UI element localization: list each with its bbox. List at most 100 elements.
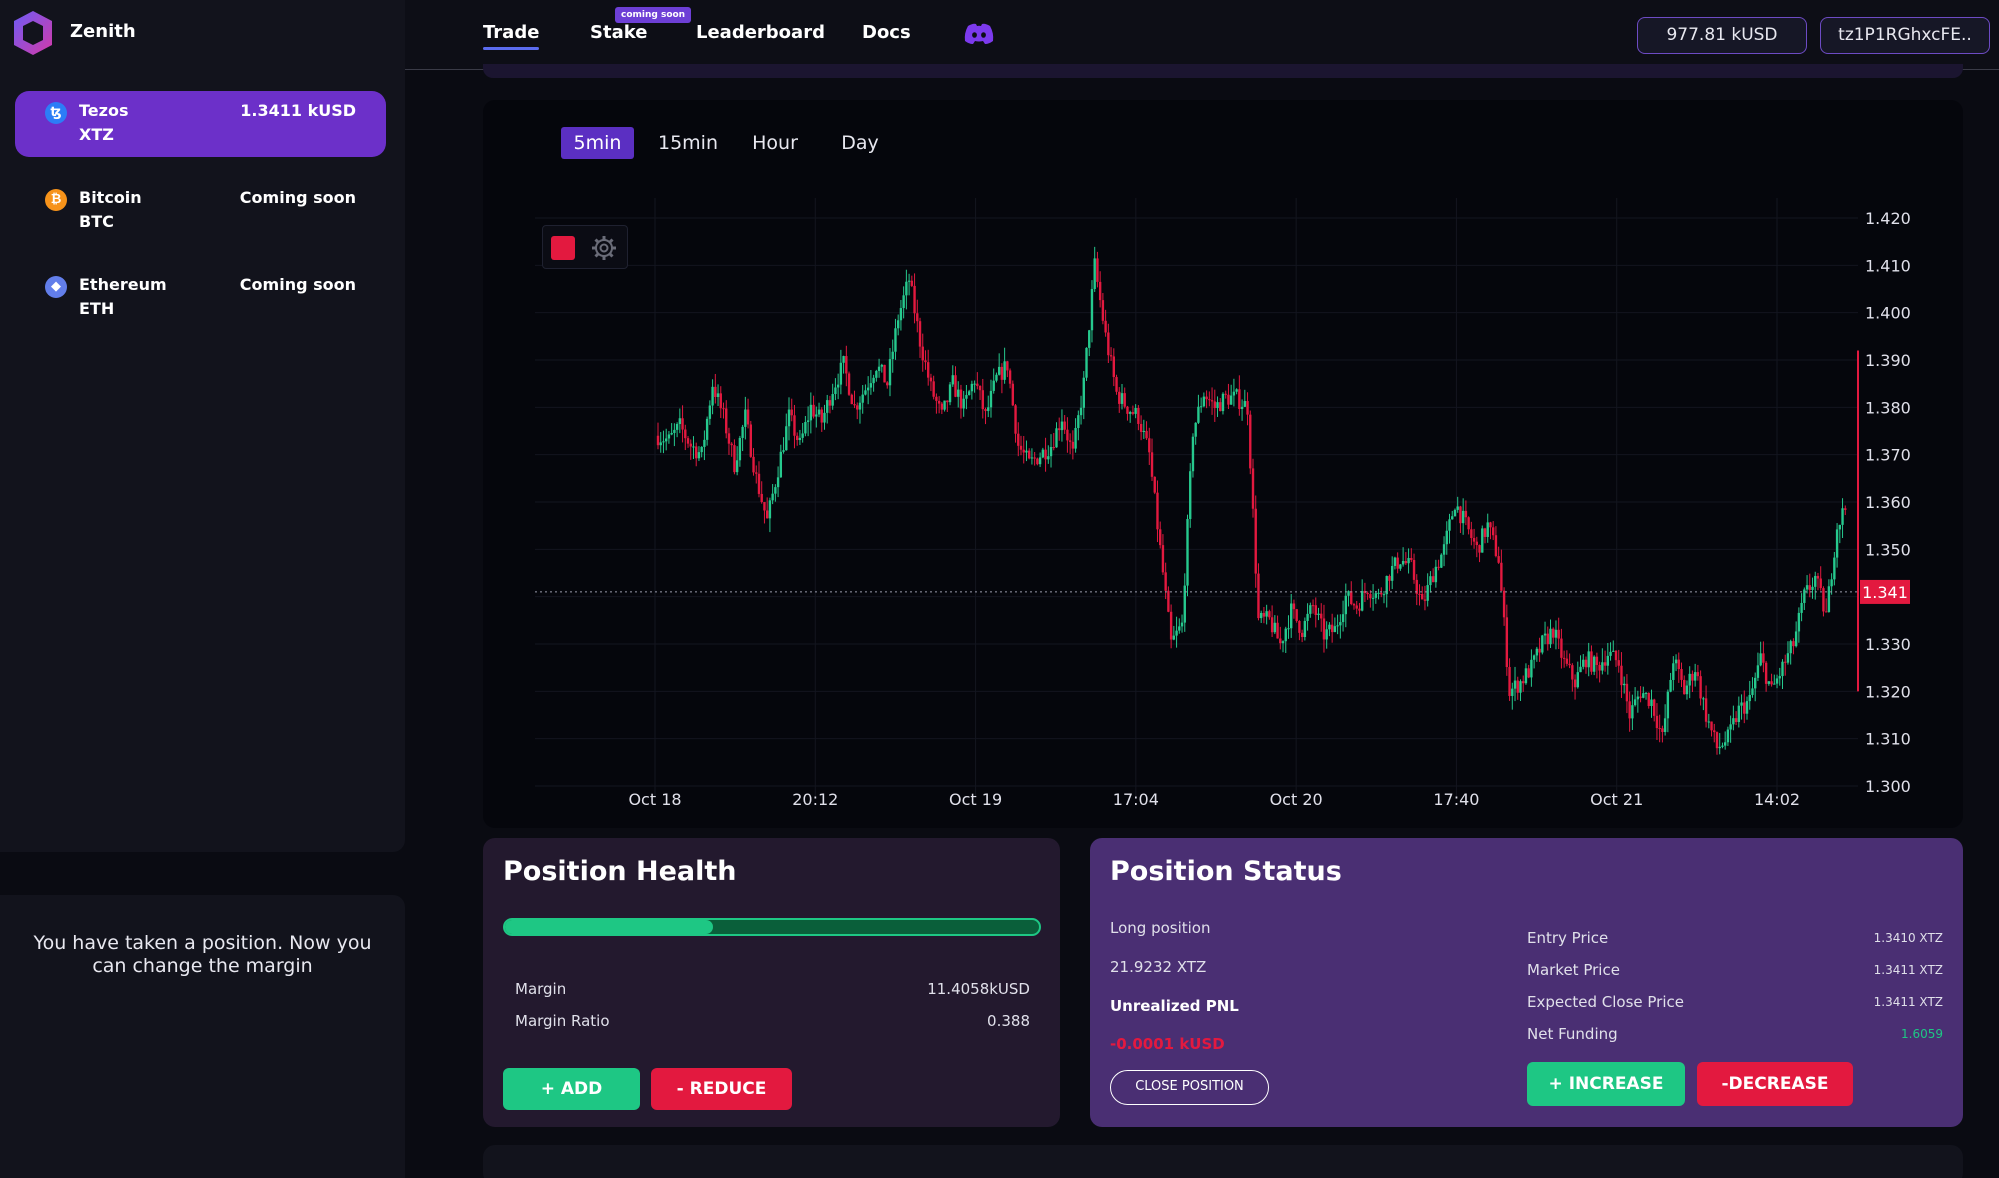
candle-body (1565, 658, 1569, 664)
candle-body (1614, 650, 1618, 661)
candle-body (1789, 641, 1792, 654)
candle-body (1598, 664, 1601, 671)
candle-body (1276, 622, 1279, 639)
market-item-ethereum[interactable]: ◆ Ethereum ETH Coming soon (15, 265, 386, 331)
candle-body (1737, 705, 1741, 723)
candle-body (1549, 628, 1552, 645)
candle-body (1639, 696, 1642, 698)
candle-body (1396, 557, 1399, 569)
discord-icon[interactable] (963, 22, 995, 46)
candle-body (1560, 638, 1563, 658)
candle-body (1068, 440, 1072, 442)
candle-body (872, 377, 875, 384)
candle-body (1159, 529, 1162, 546)
candle-body (1541, 635, 1544, 653)
x-tick-label: Oct 18 (628, 790, 681, 809)
candle-body (1112, 356, 1116, 378)
nav-docs[interactable]: Docs (862, 22, 911, 43)
market-name: Ethereum (79, 275, 167, 294)
candle-body (752, 456, 755, 473)
y-tick-label: 1.380 (1865, 398, 1911, 417)
candle-body (1445, 530, 1448, 545)
reduce-margin-button[interactable]: - REDUCE (651, 1068, 792, 1110)
candle-body (1300, 632, 1304, 638)
candle-body (902, 295, 905, 309)
candle-body (1778, 676, 1781, 679)
decrease-position-button[interactable]: -DECREASE (1697, 1062, 1853, 1106)
timeframe-15min[interactable]: 15min (657, 132, 718, 154)
candle-body (768, 500, 772, 519)
candle-body (1584, 659, 1588, 668)
candle-body (1134, 407, 1137, 414)
candle-body (673, 429, 676, 433)
candle-body (1680, 669, 1683, 680)
nav-trade[interactable]: Trade (483, 22, 540, 50)
candle-body (738, 437, 742, 461)
nav-stake[interactable]: Stake (590, 22, 648, 43)
candle-body (1824, 611, 1828, 613)
candle-body (1186, 519, 1189, 586)
candle-body (790, 409, 793, 416)
candle-body (927, 362, 930, 378)
tezos-icon: ꜩ (45, 102, 67, 124)
candle-body (853, 404, 856, 406)
close-position-button[interactable]: CLOSE POSITION (1110, 1070, 1269, 1105)
candle-body (1243, 401, 1247, 407)
candle-body (1491, 527, 1495, 536)
timeframe-day[interactable]: Day (841, 132, 879, 154)
candle-body (1767, 681, 1771, 684)
candle-body (670, 432, 673, 435)
candle-body (1636, 696, 1640, 700)
candle-body (1663, 718, 1667, 732)
zenith-logo-icon[interactable] (10, 8, 56, 58)
candle-body (815, 414, 818, 417)
candle-body (1669, 679, 1672, 692)
candle-body (1620, 665, 1623, 686)
candle-body (1617, 660, 1620, 666)
candle-body (886, 382, 889, 386)
candle-body (1380, 592, 1383, 595)
candle-body (1609, 651, 1612, 656)
gear-icon[interactable] (591, 235, 617, 261)
candle-body (1734, 718, 1738, 723)
candle-body (1713, 730, 1716, 733)
candle-body (1052, 447, 1055, 449)
series-color-swatch[interactable] (551, 236, 575, 260)
candle-body (1390, 565, 1394, 581)
candle-body (1672, 663, 1675, 680)
candle-body (782, 450, 785, 452)
candle-body (1006, 361, 1009, 371)
candle-body (951, 375, 954, 385)
candle-body (1516, 680, 1519, 693)
candle-body (1748, 694, 1751, 702)
candle-body (1145, 430, 1148, 439)
market-item-tezos[interactable]: ꜩ Tezos XTZ 1.3411 kUSD (15, 91, 386, 157)
candle-body (1511, 688, 1514, 696)
x-tick-label: Oct 21 (1590, 790, 1643, 809)
candle-body (916, 313, 919, 322)
add-margin-button[interactable]: + ADD (503, 1068, 640, 1110)
candle-body (1431, 576, 1435, 583)
candle-body (1407, 557, 1410, 564)
candle-body (984, 409, 987, 412)
candle-body (831, 394, 834, 406)
candle-body (1440, 554, 1443, 568)
balance-pill[interactable]: 977.81 kUSD (1637, 17, 1807, 54)
wallet-address-button[interactable]: tz1P1RGhxcFE.. (1820, 17, 1990, 54)
timeframe-5min[interactable]: 5min (561, 127, 634, 159)
candle-body (1303, 620, 1307, 638)
candlestick-chart[interactable]: 1.420 1.410 1.400 1.390 1.380 1.370 1.360 1.350… (483, 100, 1963, 828)
candle-body (1489, 522, 1492, 528)
candle-body (845, 356, 848, 374)
candle-body (1399, 564, 1402, 569)
increase-position-button[interactable]: + INCREASE (1527, 1062, 1685, 1106)
candle-body (1571, 665, 1574, 680)
candle-body (1814, 575, 1817, 587)
candle-body (1688, 673, 1691, 686)
candle-body (1522, 681, 1525, 684)
market-item-bitcoin[interactable]: ₿ Bitcoin BTC Coming soon (15, 178, 386, 244)
bottom-panel (483, 1145, 1963, 1178)
nav-leaderboard[interactable]: Leaderboard (696, 22, 825, 43)
y-tick-label: 1.370 (1865, 446, 1911, 465)
timeframe-hour[interactable]: Hour (752, 132, 798, 154)
